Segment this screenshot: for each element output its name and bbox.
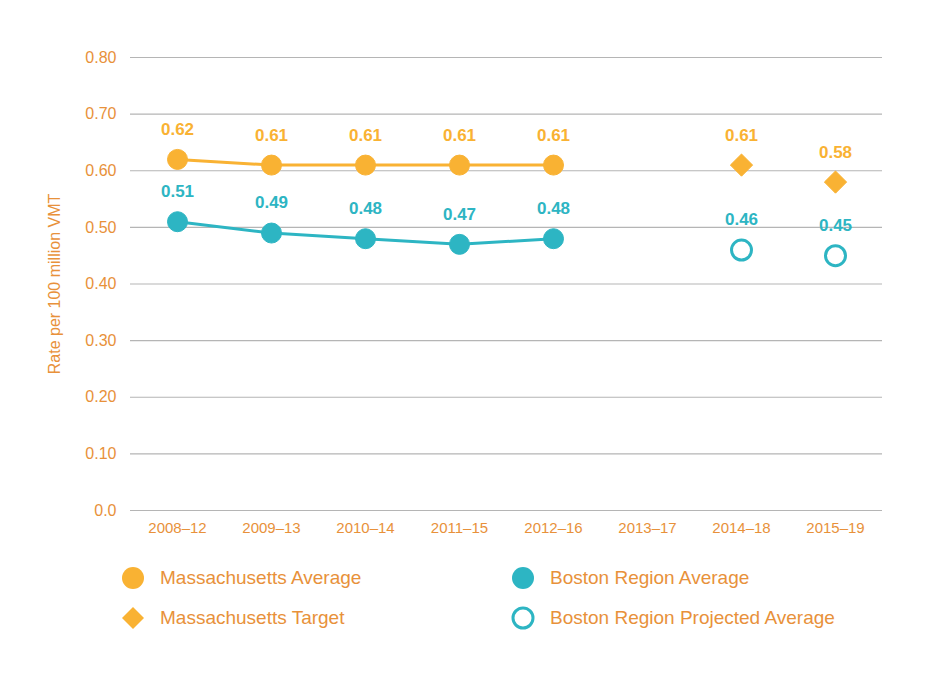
svg-text:2008–12: 2008–12 xyxy=(148,519,206,536)
svg-text:0.61: 0.61 xyxy=(537,126,570,145)
svg-text:0.60: 0.60 xyxy=(85,162,116,179)
svg-text:0.45: 0.45 xyxy=(819,216,852,235)
svg-text:Rate per 100 million VMT: Rate per 100 million VMT xyxy=(46,194,63,375)
svg-text:0.61: 0.61 xyxy=(725,126,758,145)
html-text:Massachusetts Average: Massachusetts Average xyxy=(160,567,362,588)
svg-text:0.49: 0.49 xyxy=(255,193,288,212)
svg-text:0.10: 0.10 xyxy=(85,445,116,462)
svg-text:0.80: 0.80 xyxy=(85,49,116,66)
svg-text:0.20: 0.20 xyxy=(85,388,116,405)
html-text:Massachusetts Target: Massachusetts Target xyxy=(160,607,345,628)
svg-text:0.46: 0.46 xyxy=(725,210,758,229)
svg-text:0.48: 0.48 xyxy=(349,199,382,218)
svg-text:2011–15: 2011–15 xyxy=(431,519,488,536)
svg-text:0.61: 0.61 xyxy=(349,126,382,145)
svg-text:0.61: 0.61 xyxy=(443,126,476,145)
svg-text:0.51: 0.51 xyxy=(161,182,194,201)
html-text:Boston Region Average: Boston Region Average xyxy=(550,567,750,588)
svg-text:0.0: 0.0 xyxy=(94,502,116,519)
svg-text:0.30: 0.30 xyxy=(85,332,116,349)
svg-text:0.61: 0.61 xyxy=(255,126,288,145)
svg-text:0.50: 0.50 xyxy=(85,218,116,235)
svg-text:0.62: 0.62 xyxy=(161,120,194,139)
svg-text:0.47: 0.47 xyxy=(443,205,476,224)
svg-text:0.40: 0.40 xyxy=(85,275,116,292)
svg-text:0.70: 0.70 xyxy=(85,105,116,122)
svg-text:2013–17: 2013–17 xyxy=(618,519,676,536)
svg-text:0.48: 0.48 xyxy=(537,199,570,218)
svg-text:2009–13: 2009–13 xyxy=(242,519,300,536)
html-text:Boston Region Projected Averag: Boston Region Projected Average xyxy=(550,607,835,628)
svg-text:2012–16: 2012–16 xyxy=(524,519,582,536)
svg-text:0.58: 0.58 xyxy=(819,143,852,162)
svg-text:2015–19: 2015–19 xyxy=(806,519,864,536)
svg-text:2014–18: 2014–18 xyxy=(712,519,770,536)
svg-text:2010–14: 2010–14 xyxy=(336,519,394,536)
